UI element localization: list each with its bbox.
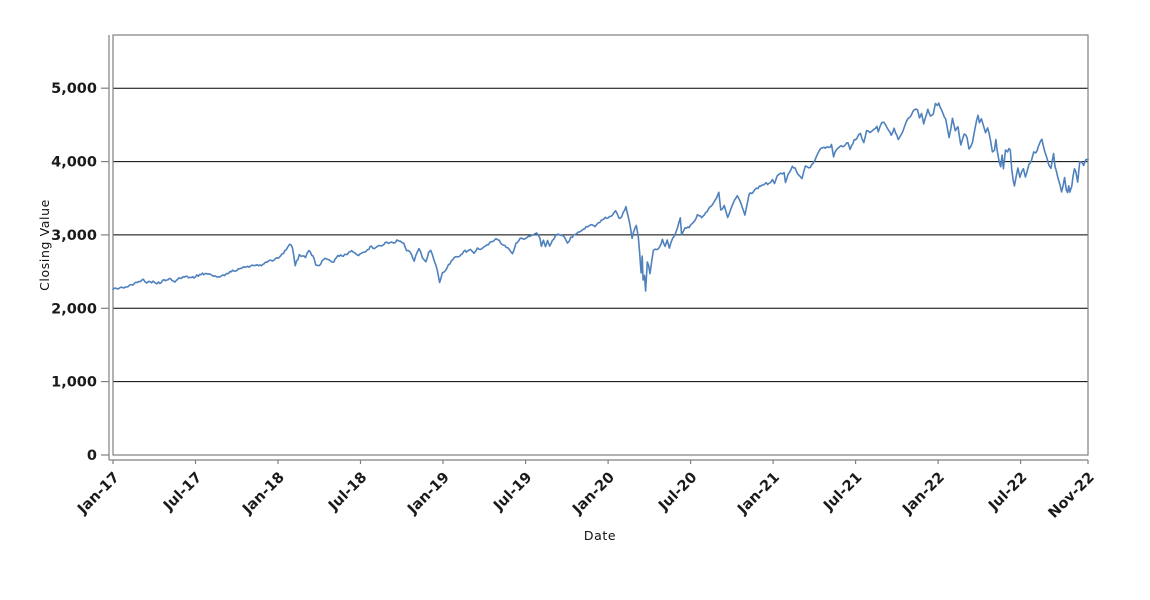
y-tick-label-3000: 3,000 (51, 228, 97, 244)
closing-value-series (112, 102, 1089, 292)
x-tick-labels: Jan-17 Jul-17 Jan-18 Jul-18 Jan-19 Jul-19 Jan-… (74, 470, 1098, 522)
y-axis-title: Closing Value (37, 199, 52, 291)
x-tick-label-Jan-22: Jan-22 (899, 470, 948, 519)
x-tick-label-Jan-20: Jan-20 (569, 470, 618, 519)
x-tick-label-Jul-22: Jul-22 (985, 470, 1030, 515)
y-tick-label-2000: 2,000 (51, 301, 97, 317)
y-tick-labels: 0 1,000 2,000 3,000 4,000 5,000 (51, 81, 97, 464)
x-tick-label-Jan-18: Jan-18 (239, 470, 288, 519)
axes (101, 35, 1089, 464)
x-tick-label-Jul-21: Jul-21 (820, 470, 865, 515)
y-tick-label-5000: 5,000 (51, 81, 97, 97)
x-tick-label-Jul-19: Jul-19 (490, 470, 535, 515)
plot-area-border (112, 34, 1089, 456)
x-tick-label-Nov-22: Nov-22 (1046, 470, 1098, 522)
price-line (112, 102, 1089, 292)
x-tick-label-Jan-21: Jan-21 (734, 470, 783, 519)
x-tick-label-Jan-19: Jan-19 (404, 470, 453, 519)
y-tick-label-1000: 1,000 (51, 375, 97, 391)
x-tick-label-Jan-17: Jan-17 (74, 470, 123, 519)
x-axis-title: Date (584, 528, 616, 543)
x-tick-label-Jul-18: Jul-18 (325, 470, 370, 515)
x-tick-label-Jul-20: Jul-20 (655, 470, 700, 515)
horizontal-gridlines (113, 87, 1088, 383)
x-tick-label-Jul-17: Jul-17 (160, 470, 205, 515)
y-tick-label-4000: 4,000 (51, 155, 97, 171)
y-tick-label-0: 0 (87, 448, 97, 464)
